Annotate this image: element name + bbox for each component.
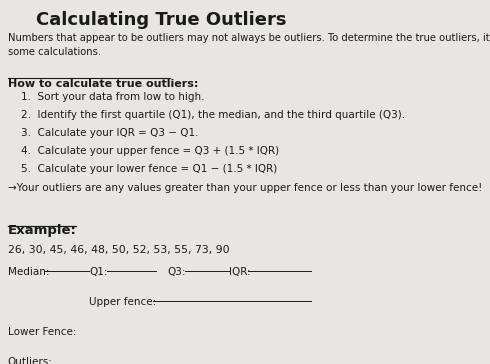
Text: IQR:: IQR: [229, 267, 251, 277]
Text: Q1:: Q1: [89, 267, 107, 277]
Text: Q3:: Q3: [167, 267, 186, 277]
Text: Example:: Example: [8, 224, 76, 237]
Text: 26, 30, 45, 46, 48, 50, 52, 53, 55, 73, 90: 26, 30, 45, 46, 48, 50, 52, 53, 55, 73, … [8, 245, 229, 255]
Text: →Your outliers are any values greater than your upper fence or less than your lo: →Your outliers are any values greater th… [8, 183, 482, 193]
Text: Outliers:: Outliers: [8, 357, 52, 364]
Text: Lower Fence:: Lower Fence: [8, 327, 76, 337]
Text: Calculating True Outliers: Calculating True Outliers [35, 11, 286, 29]
Text: 2.  Identify the first quartile (Q1), the median, and the third quartile (Q3).: 2. Identify the first quartile (Q1), the… [21, 110, 405, 119]
Text: Upper fence:: Upper fence: [89, 297, 156, 307]
Text: 1.  Sort your data from low to high.: 1. Sort your data from low to high. [21, 91, 204, 102]
Text: 4.  Calculate your upper fence = Q3 + (1.5 * IQR): 4. Calculate your upper fence = Q3 + (1.… [21, 146, 279, 155]
Text: Median:: Median: [8, 267, 49, 277]
Text: How to calculate true outliers:: How to calculate true outliers: [8, 79, 198, 89]
Text: 5.  Calculate your lower fence = Q1 − (1.5 * IQR): 5. Calculate your lower fence = Q1 − (1.… [21, 163, 277, 174]
Text: Numbers that appear to be outliers may not always be outliers. To determine the : Numbers that appear to be outliers may n… [8, 33, 490, 57]
Text: 3.  Calculate your IQR = Q3 − Q1.: 3. Calculate your IQR = Q3 − Q1. [21, 127, 198, 138]
